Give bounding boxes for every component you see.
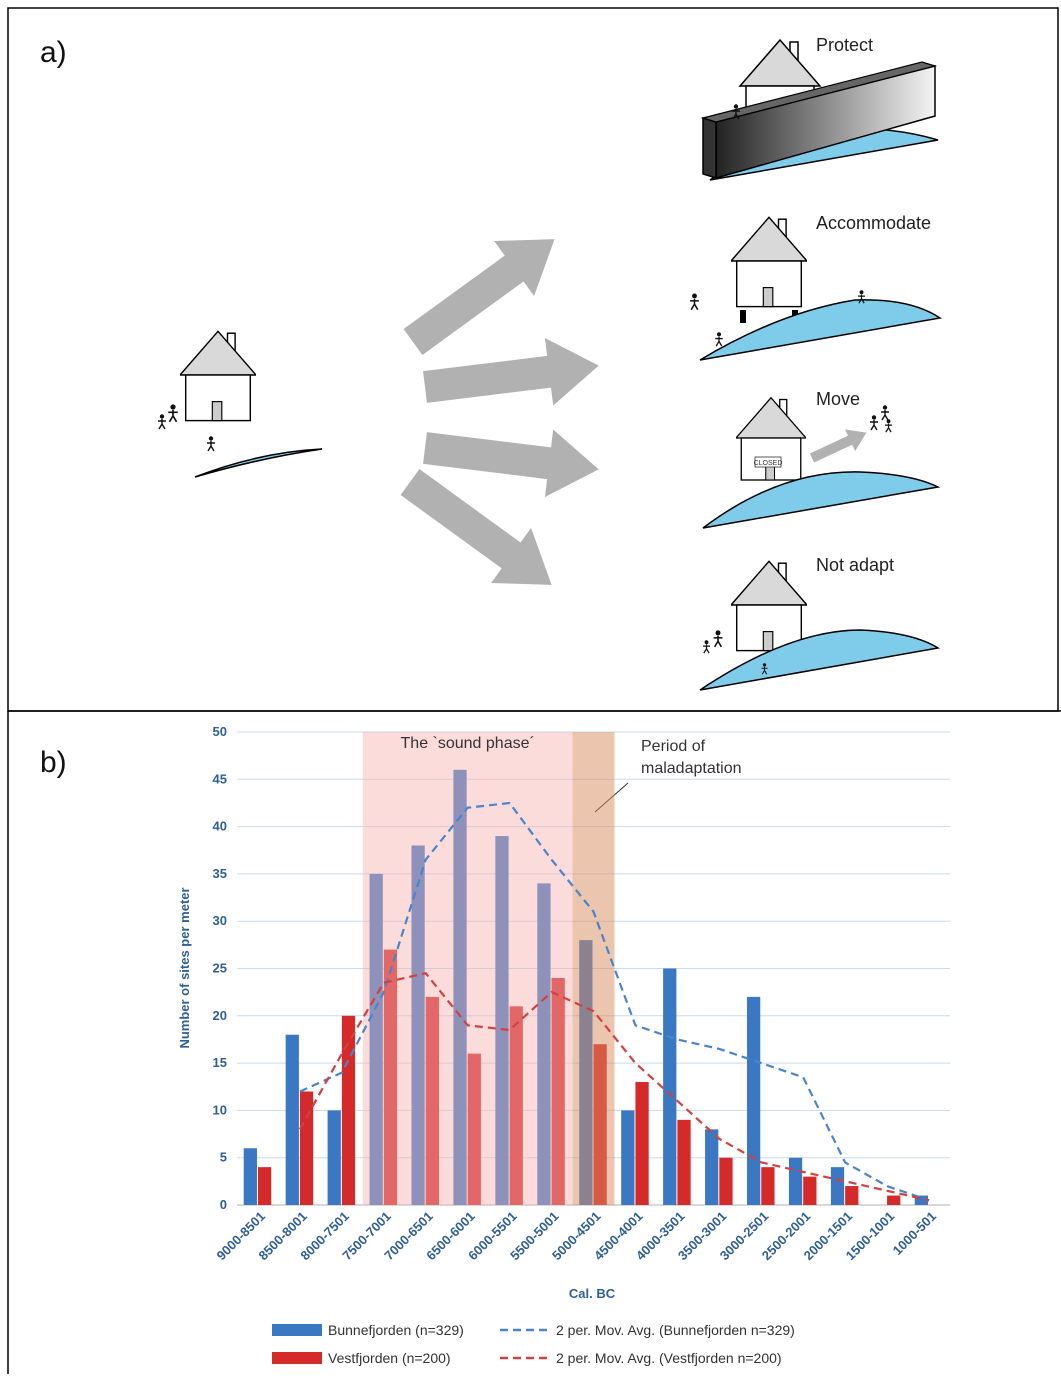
y-tick-label: 0	[220, 1197, 227, 1212]
bar	[635, 1082, 648, 1205]
legend-label: Bunnefjorden (n=329)	[328, 1322, 464, 1338]
option-label: Protect	[816, 35, 873, 55]
bar	[831, 1167, 844, 1205]
option-label: Accommodate	[816, 213, 931, 233]
y-tick-label: 10	[213, 1102, 227, 1117]
bar	[887, 1196, 900, 1205]
arrows	[390, 212, 603, 613]
legend-swatch	[272, 1324, 322, 1336]
bar	[789, 1158, 802, 1205]
y-tick-label: 15	[213, 1055, 227, 1070]
start-scene	[158, 331, 322, 477]
bar	[244, 1148, 257, 1205]
bar	[747, 997, 760, 1205]
bar	[286, 1035, 299, 1205]
span-label: The `sound phase´	[401, 735, 535, 752]
y-tick-label: 20	[213, 1008, 227, 1023]
move-scene: CLOSED	[703, 398, 938, 528]
span-label: Period of maladaptation	[641, 736, 781, 780]
option-label: Move	[816, 389, 860, 409]
bar	[663, 969, 676, 1206]
panel-label: a)	[40, 36, 67, 69]
legend-label: Vestfjorden (n=200)	[328, 1350, 451, 1366]
y-tick-label: 25	[213, 961, 227, 976]
period-span	[363, 732, 573, 1205]
legend-swatch	[272, 1352, 322, 1364]
protect-scene	[703, 40, 938, 180]
y-tick-label: 5	[220, 1150, 227, 1165]
bar	[300, 1091, 313, 1205]
y-axis-label: Number of sites per meter	[177, 887, 192, 1048]
bar	[845, 1186, 858, 1205]
panel-label: b)	[40, 746, 67, 779]
figure: a) b) CLOSED	[0, 0, 1061, 1374]
sign-text: CLOSED	[754, 460, 783, 467]
bar	[719, 1158, 732, 1205]
bar	[705, 1129, 718, 1205]
bar	[761, 1167, 774, 1205]
figure-canvas: a) b) CLOSED	[0, 0, 1061, 1374]
bar	[328, 1110, 341, 1205]
bar	[258, 1167, 271, 1205]
bar	[621, 1110, 634, 1205]
x-axis-label: Cal. BC	[569, 1286, 616, 1301]
y-tick-label: 50	[213, 724, 227, 739]
not-adapt-scene	[700, 561, 938, 690]
y-tick-label: 45	[213, 771, 227, 786]
accommodate-scene	[690, 217, 940, 360]
legend-label: 2 per. Mov. Avg. (Vestfjorden n=200)	[556, 1350, 782, 1366]
x-tick-label: 1000-501	[890, 1209, 939, 1258]
y-tick-label: 40	[213, 819, 227, 834]
y-tick-label: 35	[213, 866, 227, 881]
bar	[803, 1177, 816, 1205]
legend-label: 2 per. Mov. Avg. (Bunnefjorden n=329)	[556, 1322, 795, 1338]
period-span	[573, 732, 615, 1205]
option-label: Not adapt	[816, 555, 894, 575]
y-tick-label: 30	[213, 913, 227, 928]
bar	[677, 1120, 690, 1205]
